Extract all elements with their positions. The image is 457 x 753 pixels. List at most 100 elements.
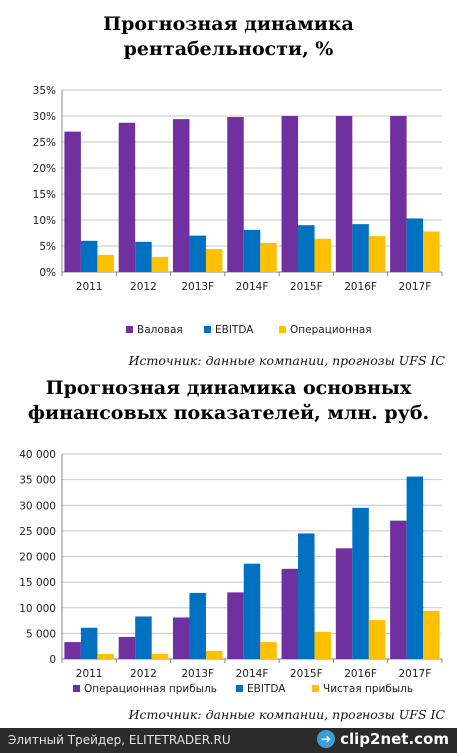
chart1-ytick-label: 10% (33, 215, 56, 227)
chart1-ytick-label: 0% (39, 267, 56, 279)
chart1-bar-3-2015F (314, 238, 332, 272)
chart1-bar-1-2016F (335, 116, 353, 272)
chart2-title-line2: финансовых показателей, млн. руб. (27, 402, 430, 424)
chart1-xtick-label: 2017F (398, 281, 431, 293)
chart2-xtick-label: 2014F (236, 668, 269, 680)
chart2-bar-1-2015F (281, 568, 299, 659)
chart1-source: Источник: данные компании, прогнозы UFS … (128, 353, 445, 368)
chart2-bar-1-2016F (335, 548, 353, 659)
chart2-xtick-label: 2013F (181, 668, 214, 680)
chart2-ytick-label: 25 000 (19, 526, 56, 538)
chart1-ytick-label: 30% (33, 111, 56, 123)
chart1-bar-1-2012 (118, 122, 136, 272)
chart2-legend-swatch (312, 685, 319, 692)
chart2-xtick-label: 2017F (398, 668, 431, 680)
chart1-legend-swatch (126, 326, 133, 333)
chart2-xtick-label: 2016F (344, 668, 377, 680)
chart2-ytick-label: 40 000 (19, 449, 56, 461)
chart2-ytick-label: 10 000 (19, 603, 56, 615)
chart2-bar-3-2011 (97, 653, 114, 659)
chart1-bar-2-2015F (298, 225, 315, 272)
chart2-legend-label: Операционная прибыль (84, 683, 217, 695)
chart2-bar-2-2011 (80, 627, 98, 659)
chart1-bar-3-2012 (151, 256, 169, 272)
chart1-svg: 0% 5% 10% 15% 20% 25% 30% 35% 2011 2012 2013F 2014F… (33, 85, 443, 336)
chart2-bar-2-2017F (406, 476, 424, 659)
chart2-bar-1-2012 (118, 636, 136, 659)
chart2-bar-2-2013F (189, 592, 206, 659)
chart1-ytick-label: 25% (33, 137, 56, 149)
chart1-bar-1-2011 (64, 131, 81, 272)
chart1-title-line2: рентабельности, % (123, 38, 334, 60)
chart2-title: Прогнозная динамика основных финансовых … (0, 376, 457, 426)
chart2-bar-3-2017F (423, 610, 440, 659)
chart1-ytick-label: 35% (33, 85, 56, 97)
chart2-bar-1-2013F (172, 617, 190, 659)
chart1-ytick-label: 20% (33, 163, 56, 175)
chart1-bar-3-2014F (260, 242, 277, 272)
clip2net-logo-text: clip2net.com (340, 730, 449, 748)
chart2-ytick-label: 35 000 (19, 475, 56, 487)
chart2-ytick-label: 5 000 (26, 628, 56, 640)
chart1-ytick-label: 5% (39, 241, 56, 253)
chart1-legend-swatch (204, 326, 211, 333)
chart2-bar-2-2016F (352, 507, 369, 659)
chart1-legend-label: Валовая (137, 324, 183, 336)
chart1-xtick-label: 2011 (76, 281, 103, 293)
chart1-title-line1: Прогнозная динамика (103, 13, 354, 35)
clip2net-logo[interactable]: ➜ clip2net.com (317, 730, 449, 748)
chart1-bar-1-2014F (227, 117, 244, 272)
chart1-bar-2-2016F (352, 224, 369, 272)
chart1-title: Прогнозная динамика рентабельности, % (0, 12, 457, 62)
chart1-xtick-label: 2012 (130, 281, 157, 293)
chart2-ytick-label: 30 000 (19, 500, 56, 512)
chart1-xtick-label: 2014F (236, 281, 269, 293)
chart2-bar-2-2012 (135, 616, 152, 659)
chart2-legend-swatch (73, 685, 80, 692)
chart2-bar-3-2014F (260, 642, 277, 659)
chart1-legend-swatch (279, 326, 286, 333)
chart1-bar-3-2017F (423, 231, 440, 272)
chart1-xtick-label: 2015F (290, 281, 323, 293)
chart2-bar-1-2014F (227, 592, 244, 659)
chart1-xtick-label: 2013F (181, 281, 214, 293)
chart1-xtick-label: 2016F (344, 281, 377, 293)
chart1-ytick-label: 15% (33, 189, 56, 201)
chart1-bar-2-2014F (243, 229, 261, 272)
chart2-ytick-label: 20 000 (19, 552, 56, 564)
chart1-legend-label: Операционная (290, 324, 372, 336)
chart2-bar-1-2011 (64, 642, 81, 659)
chart2-ytick-label: 15 000 (19, 577, 56, 589)
chart2-source: Источник: данные компании, прогнозы UFS … (128, 707, 445, 722)
chart1-bar-1-2017F (390, 116, 407, 272)
chart1-bar-2-2011 (80, 240, 98, 272)
chart1-bar-2-2017F (406, 218, 424, 272)
chart1-bar-1-2013F (172, 119, 190, 272)
chart2-legend-swatch (236, 685, 243, 692)
chart1-bar-1-2015F (281, 116, 299, 272)
chart2-svg: 0 5 000 10 000 15 000 20 000 25 000 30 000 35 0… (19, 449, 443, 695)
chart2-bar-2-2014F (243, 563, 261, 659)
chart1-legend-label: EBITDA (215, 324, 254, 336)
chart2-legend-label: EBITDA (247, 683, 286, 695)
chart2-title-line1: Прогнозная динамика основных (45, 377, 412, 399)
chart2-bar-3-2016F (368, 620, 386, 659)
chart2-xtick-label: 2011 (76, 668, 103, 680)
footer-site-text[interactable]: Элитный Трейдер, ELITETRADER.RU (8, 733, 231, 747)
chart2-ytick-label: 0 (49, 654, 56, 666)
chart1-bar-3-2013F (205, 249, 223, 272)
chart2-xtick-label: 2012 (130, 668, 157, 680)
chart1-bar-2-2012 (135, 241, 152, 272)
chart2-bar-1-2017F (390, 520, 407, 659)
chart2-bar-3-2013F (205, 650, 223, 659)
chart2-bar-3-2012 (151, 653, 169, 659)
chart1-bar-3-2016F (368, 236, 386, 272)
chart2-xtick-label: 2015F (290, 668, 323, 680)
chart2-bar-3-2015F (314, 631, 332, 659)
footer-bar: Элитный Трейдер, ELITETRADER.RU ➜ clip2n… (0, 728, 457, 753)
chart2-legend-label: Чистая прибыль (323, 683, 413, 695)
arrow-icon: ➜ (317, 730, 336, 748)
chart1-bar-2-2013F (189, 235, 206, 272)
chart1-bar-3-2011 (97, 254, 114, 272)
chart2-bar-2-2015F (298, 533, 315, 659)
